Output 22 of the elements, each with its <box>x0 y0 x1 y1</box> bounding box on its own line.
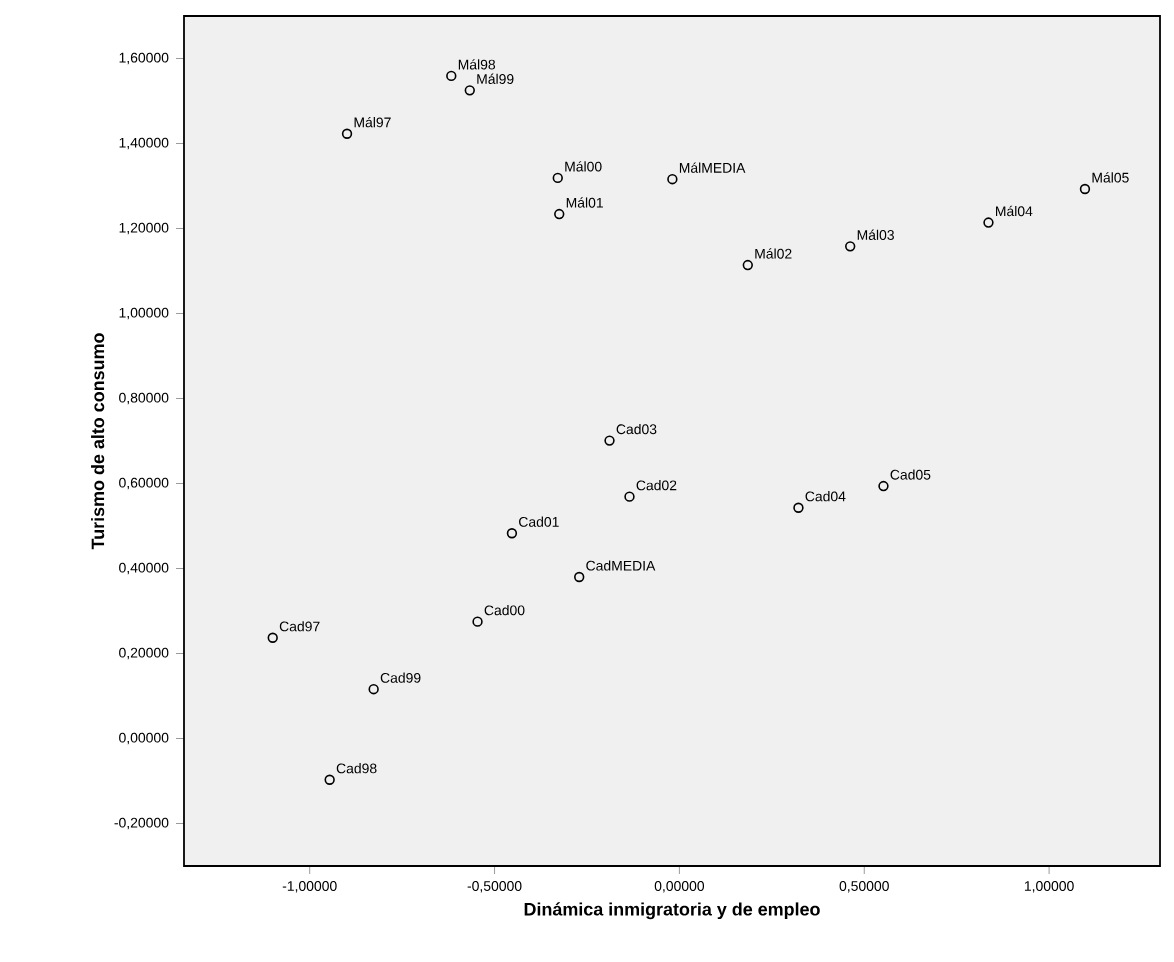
point <box>324 774 335 785</box>
point <box>604 435 615 446</box>
point <box>1079 183 1091 195</box>
point <box>983 217 994 228</box>
point <box>267 632 278 643</box>
point <box>554 208 565 220</box>
point <box>368 684 379 695</box>
x-axis-title: Dinámica inmigratoria y de empleo <box>524 902 820 920</box>
point <box>845 241 856 252</box>
point <box>341 128 353 139</box>
point <box>506 528 518 539</box>
point <box>878 480 889 492</box>
point <box>667 174 678 185</box>
point <box>472 616 483 627</box>
y-axis-title: Turismo de alto consumo <box>91 333 105 550</box>
point <box>464 85 475 96</box>
point <box>446 70 457 82</box>
point <box>793 502 804 513</box>
point <box>742 259 753 271</box>
point <box>552 172 563 184</box>
point <box>574 571 585 583</box>
point <box>624 491 635 502</box>
